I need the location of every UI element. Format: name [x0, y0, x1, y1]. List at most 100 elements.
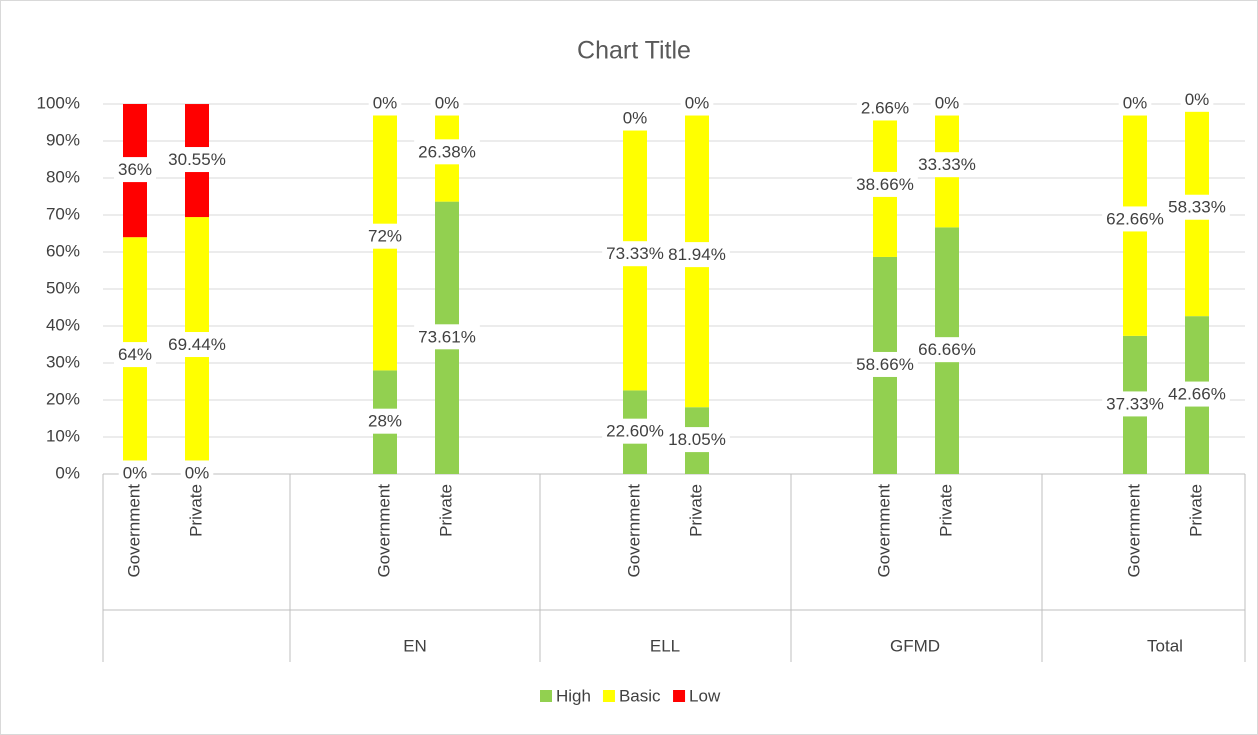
data-label: 33.33% — [914, 152, 980, 178]
data-label: 36% — [113, 157, 157, 183]
data-label-bg — [602, 241, 668, 267]
data-label-bg — [414, 139, 480, 165]
data-label-text: 42.66% — [1168, 385, 1226, 404]
data-label-text: 0% — [185, 463, 210, 482]
data-label-bg — [856, 95, 914, 121]
data-label: 2.66% — [856, 95, 914, 121]
y-tick-label: 40% — [46, 315, 80, 334]
data-label-bg — [1180, 86, 1214, 112]
data-label-bg — [1102, 206, 1168, 232]
legend-swatch — [540, 690, 552, 702]
data-label-bg — [164, 147, 230, 173]
data-label-bg — [664, 242, 730, 268]
data-label: 58.33% — [1164, 194, 1230, 220]
data-label-bg — [852, 351, 918, 377]
data-label-text: 37.33% — [1106, 394, 1164, 413]
data-label-text: 26.38% — [418, 142, 476, 161]
data-label: 58.66% — [852, 351, 918, 377]
data-label: 22.60% — [602, 418, 668, 444]
data-label-text: 69.44% — [168, 335, 226, 354]
x-tick-label: Private — [1186, 484, 1205, 537]
group-label: ELL — [650, 636, 680, 655]
data-label-bg — [914, 337, 980, 363]
legend-swatch — [673, 690, 686, 702]
x-tick-label: Government — [1124, 484, 1143, 578]
data-label: 62.66% — [1102, 206, 1168, 232]
data-label-bg — [430, 90, 464, 116]
legend-swatch — [602, 690, 615, 702]
data-label-text: 64% — [118, 345, 152, 364]
data-label: 69.44% — [164, 332, 230, 358]
data-label-bg — [680, 90, 714, 116]
data-label-text: 0% — [123, 463, 148, 482]
data-label: 0% — [1118, 90, 1152, 116]
data-label: 30.55% — [164, 147, 230, 173]
data-label-text: 62.66% — [1106, 209, 1164, 228]
x-tick-label: Private — [436, 484, 455, 537]
y-tick-label: 90% — [46, 130, 80, 149]
data-label: 72% — [363, 223, 407, 249]
group-label: Total — [1147, 636, 1183, 655]
data-label-text: 28% — [368, 412, 402, 431]
data-label-text: 18.05% — [668, 430, 726, 449]
legend-label: High — [556, 686, 591, 705]
y-tick-label: 20% — [46, 389, 80, 408]
data-label-text: 0% — [935, 94, 960, 113]
data-label-text: 33.33% — [918, 155, 976, 174]
data-label: 37.33% — [1102, 391, 1168, 417]
data-label: 73.61% — [414, 324, 480, 350]
y-tick-label: 0% — [55, 463, 80, 482]
data-label: 0% — [930, 90, 964, 116]
data-label-bg — [113, 342, 157, 368]
data-label-text: 36% — [118, 160, 152, 179]
data-label-bg — [180, 460, 214, 486]
data-label-text: 0% — [685, 94, 710, 113]
data-label-text: 58.66% — [856, 355, 914, 374]
data-label: 26.38% — [414, 139, 480, 165]
data-label-text: 0% — [1185, 90, 1210, 109]
x-tick-label: Government — [374, 484, 393, 578]
x-tick-label: Government — [124, 484, 143, 578]
data-label: 42.66% — [1164, 381, 1230, 407]
data-label-text: 0% — [623, 109, 648, 128]
data-label: 0% — [180, 460, 214, 486]
data-label-bg — [930, 90, 964, 116]
data-label: 0% — [118, 460, 152, 486]
data-label-text: 58.33% — [1168, 198, 1226, 217]
data-label-bg — [363, 223, 407, 249]
y-tick-label: 60% — [46, 241, 80, 260]
chart-title: Chart Title — [577, 37, 691, 65]
data-label-text: 2.66% — [861, 98, 909, 117]
data-label-bg — [164, 332, 230, 358]
x-tick-label: Government — [624, 484, 643, 578]
data-label-text: 73.33% — [606, 244, 664, 263]
data-label-bg — [1102, 391, 1168, 417]
data-label: 0% — [430, 90, 464, 116]
y-tick-label: 30% — [46, 352, 80, 371]
data-label-text: 0% — [373, 93, 398, 112]
group-label: EN — [403, 636, 427, 655]
data-label: 73.33% — [602, 241, 668, 267]
data-label-text: 0% — [435, 94, 460, 113]
data-label-bg — [1164, 194, 1230, 220]
data-label-text: 0% — [1123, 94, 1148, 113]
data-label-bg — [118, 460, 152, 486]
data-label-bg — [363, 408, 407, 434]
group-label: GFMD — [890, 636, 940, 655]
y-tick-label: 80% — [46, 167, 80, 186]
y-tick-label: 100% — [37, 93, 80, 112]
data-label-bg — [664, 427, 730, 453]
data-label-bg — [852, 171, 918, 197]
data-label: 18.05% — [664, 427, 730, 453]
legend-label: Low — [689, 686, 721, 705]
y-tick-label: 70% — [46, 204, 80, 223]
x-tick-label: Private — [936, 484, 955, 537]
data-label-bg — [602, 418, 668, 444]
data-label-text: 66.66% — [918, 340, 976, 359]
data-label: 28% — [363, 408, 407, 434]
x-tick-label: Private — [686, 484, 705, 537]
data-label: 0% — [618, 105, 652, 131]
data-label-bg — [1164, 381, 1230, 407]
y-tick-label: 10% — [46, 426, 80, 445]
